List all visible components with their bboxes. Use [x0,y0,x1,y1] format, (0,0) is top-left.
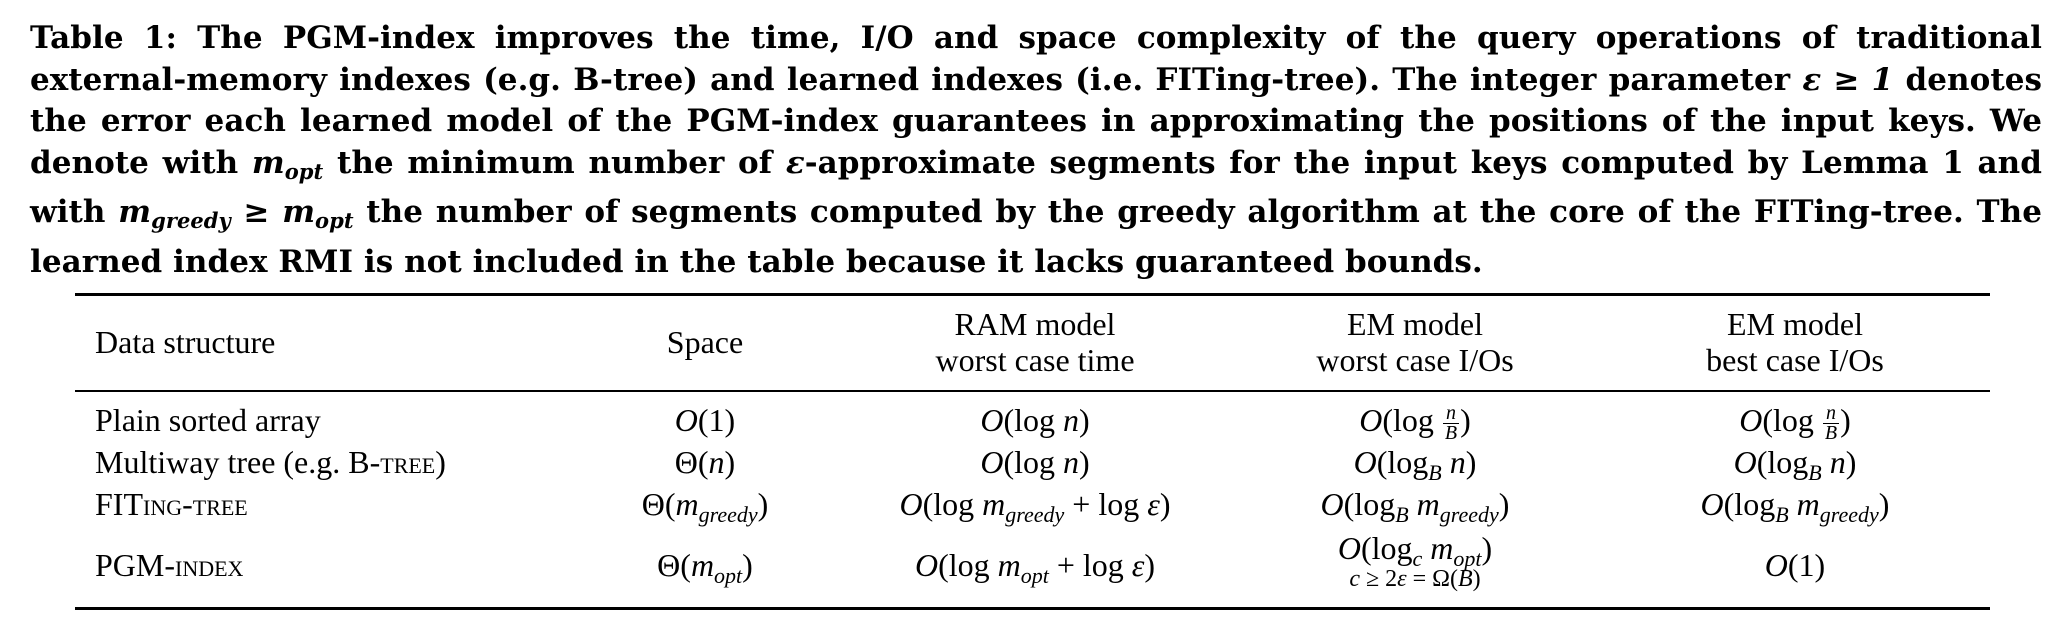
header-data-structure: Data structure [95,324,276,360]
header-em-worst: EM model worst case I/Os [1316,306,1514,378]
header-ram-model: RAM model worst case time [935,306,1135,378]
cell-space-row1: O(1) [674,402,736,438]
row-name-plain-sorted-array: Plain sorted array [95,402,321,438]
table-header-rule [75,390,1990,392]
cell-em-worst-row3: O(logB mgreedy) [1320,486,1510,527]
cell-em-best-row4: O(1) [1764,547,1826,583]
cell-space-row4: Θ(mopt) [657,547,753,588]
table-bottom-rule [75,607,1990,610]
cell-ram-row2: O(log n) [980,444,1090,480]
cell-em-worst-row2: O(logB n) [1353,444,1477,485]
table-top-rule [75,293,1990,296]
cell-em-worst-row4-note: c ≥ 2ε = Ω(B) [1349,566,1481,592]
row-name-pgm-index: PGM-index [95,547,244,583]
cell-ram-row4: O(log mopt + log ε) [914,547,1156,588]
table-caption: Table 1: The PGM-index improves the time… [30,20,2042,280]
cell-ram-row1: O(log n) [980,402,1090,438]
cell-space-row2: Θ(n) [674,444,736,480]
cell-ram-row3: O(log mgreedy + log ε) [899,486,1171,527]
cell-space-row3: Θ(mgreedy) [641,486,769,527]
cell-em-best-row2: O(logB n) [1733,444,1857,485]
cell-em-best-row1: O(log n B) [1739,402,1851,445]
header-em-best: EM model best case I/Os [1706,306,1884,378]
cell-em-worst-row4: O(logc mopt) [1337,530,1493,571]
cell-em-worst-row1: O(log n B) [1359,402,1471,445]
cell-em-best-row3: O(logB mgreedy) [1700,486,1890,527]
header-space: Space [666,324,744,360]
row-name-fiting-tree: FITing-tree [95,486,248,522]
row-name-multiway-tree: Multiway tree (e.g. B-tree) [95,444,446,480]
